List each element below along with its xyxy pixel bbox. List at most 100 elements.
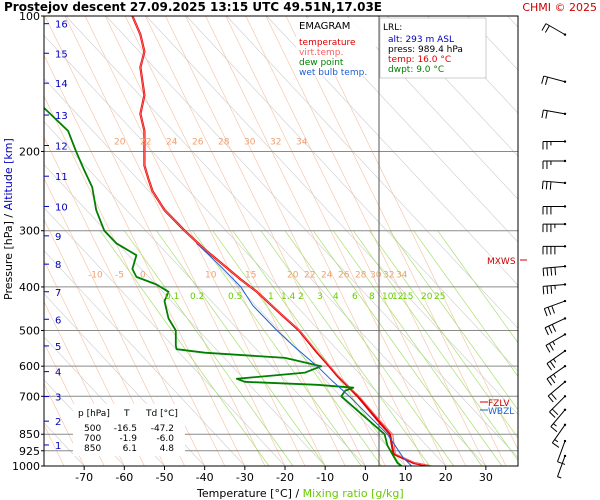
mixing-ratio-label: 0.1 (165, 292, 179, 302)
series-virt-temp (131, 16, 432, 466)
x-tick-label: 10 (399, 471, 413, 484)
mixing-ratio-line (99, 230, 270, 466)
dry-adiabat (44, 336, 165, 466)
p-tick-label: 850 (19, 428, 40, 441)
isotherm (185, 16, 406, 466)
isotherm-label-lower: 15 (245, 270, 256, 280)
wind-barb (545, 333, 567, 353)
isotherm (205, 16, 426, 466)
isotherm (44, 218, 165, 466)
mixing-ratio-label: 12 (392, 292, 403, 302)
wind-barb (551, 423, 567, 448)
isotherm (44, 16, 266, 466)
table-row-500-td: -47.2 (151, 424, 174, 434)
isotherm-label-lower: 20 (287, 270, 299, 280)
wind-barb (541, 109, 567, 119)
mixing-ratio-label: 10 (382, 292, 394, 302)
wind-barb (542, 140, 567, 150)
x-tick-label: 30 (479, 471, 493, 484)
wind-barb (542, 283, 567, 295)
isotherm-label-upper: 20 (114, 138, 126, 148)
chart-inner-labels: 20 22 24 26 28 30 32 34-10 -5 0 10 15 20 22 24 26 28 30 32… (88, 138, 445, 303)
table-row-850-p: 850 (84, 444, 101, 454)
legend-item-temperature: temperature (299, 38, 356, 48)
x-tick-label: -70 (75, 471, 93, 484)
isotherm-label-upper: 22 (140, 138, 151, 148)
table-row-850-t: 6.1 (123, 444, 137, 454)
mixing-ratio-label: 15 (402, 292, 413, 302)
isotherm-label-lower: 30 (370, 270, 382, 280)
alt-tick-label: 14 (55, 79, 68, 90)
isotherm-label-upper: 34 (296, 138, 308, 148)
dry-adiabat (266, 16, 518, 286)
chart-title: Prostejov descent 27.09.2025 13:15 UTC 4… (4, 0, 382, 14)
isotherm-label-lower: 0 (140, 270, 146, 280)
fzlv-label: FZLV (488, 399, 510, 409)
x-tick-label: -10 (316, 471, 334, 484)
series-dew-point (44, 107, 403, 466)
x-tick-label: 0 (362, 471, 369, 484)
wbzl-label: WBZL (488, 407, 514, 417)
wind-barb (542, 245, 567, 255)
wind-barb (547, 380, 567, 403)
lrl-dwpt: dwpt: 9.0 °C (388, 65, 444, 75)
dry-adiabat (44, 250, 246, 466)
dry-adiabat (346, 16, 518, 200)
isotherm (44, 383, 85, 466)
wind-barb (542, 205, 567, 215)
alt-tick-label: 5 (55, 342, 61, 353)
isotherm-label-upper: 32 (270, 138, 281, 148)
x-tick-label: -40 (196, 471, 214, 484)
table-row-500-t: -16.5 (114, 424, 137, 434)
isotherm-label-lower: 34 (396, 270, 408, 280)
dry-adiabat (186, 16, 518, 372)
isotherm-label-upper: 30 (244, 138, 256, 148)
alt-tick-label: 12 (55, 142, 68, 153)
mixing-ratio-label: 8 (369, 292, 375, 302)
mixing-ratio-line (192, 230, 362, 466)
dry-adiabat (44, 379, 125, 466)
wind-barb (541, 75, 567, 85)
xlabel-mixing-ratio: Mixing ratio [g/kg] (303, 487, 404, 500)
table-row-500-p: 500 (84, 424, 101, 434)
dry-adiabat (44, 293, 205, 466)
p-tick-label: 200 (19, 145, 40, 158)
mixing-ratio-label: 2 (298, 292, 304, 302)
table-header-t: T (123, 409, 130, 419)
profile-series (44, 16, 432, 466)
alt-tick-label: 11 (55, 172, 68, 183)
isotherm (44, 177, 185, 466)
p-tick-label: 925 (19, 445, 40, 458)
isotherm (145, 16, 366, 466)
copyright[interactable]: CHMI © 2025 (522, 1, 597, 14)
alt-tick-label: 16 (55, 20, 68, 31)
x-tick-label: -30 (236, 471, 254, 484)
isotherm-lines (44, 16, 518, 466)
lrl-box: LRL: alt: 293 m ASL press: 989.4 hPa tem… (379, 17, 487, 79)
lrl-title: LRL: (383, 23, 402, 33)
alt-tick-label: 6 (55, 315, 61, 326)
mixing-ratio-label: 4 (333, 292, 339, 302)
dry-adiabat (105, 16, 518, 458)
wind-barb (546, 349, 567, 371)
legend-item-wet-bulb: wet bulb temp. (299, 68, 367, 78)
dry-adiabat (306, 16, 518, 243)
isotherm-label-lower: 32 (383, 270, 394, 280)
x-tick-label: 20 (439, 471, 453, 484)
table-row-700-td: -6.0 (156, 434, 174, 444)
mixing-ratio-line (353, 230, 518, 461)
table-header-td: Td [°C] (145, 409, 178, 419)
alt-tick-label: 8 (55, 260, 61, 271)
isotherm (265, 16, 487, 466)
isotherm-label-lower: 26 (338, 270, 350, 280)
mixing-ratio-label: 3 (317, 292, 323, 302)
x-tick-label: -50 (156, 471, 174, 484)
dry-adiabat (226, 16, 518, 329)
alt-tick-label: 13 (55, 111, 68, 122)
wind-barb (546, 364, 567, 386)
legend-item-dew-point: dew point (299, 58, 344, 68)
isotherm-label-lower: 22 (304, 270, 315, 280)
alt-tick-label: 7 (55, 288, 61, 299)
p-tick-label: 400 (19, 281, 40, 294)
isotherm (44, 259, 145, 466)
